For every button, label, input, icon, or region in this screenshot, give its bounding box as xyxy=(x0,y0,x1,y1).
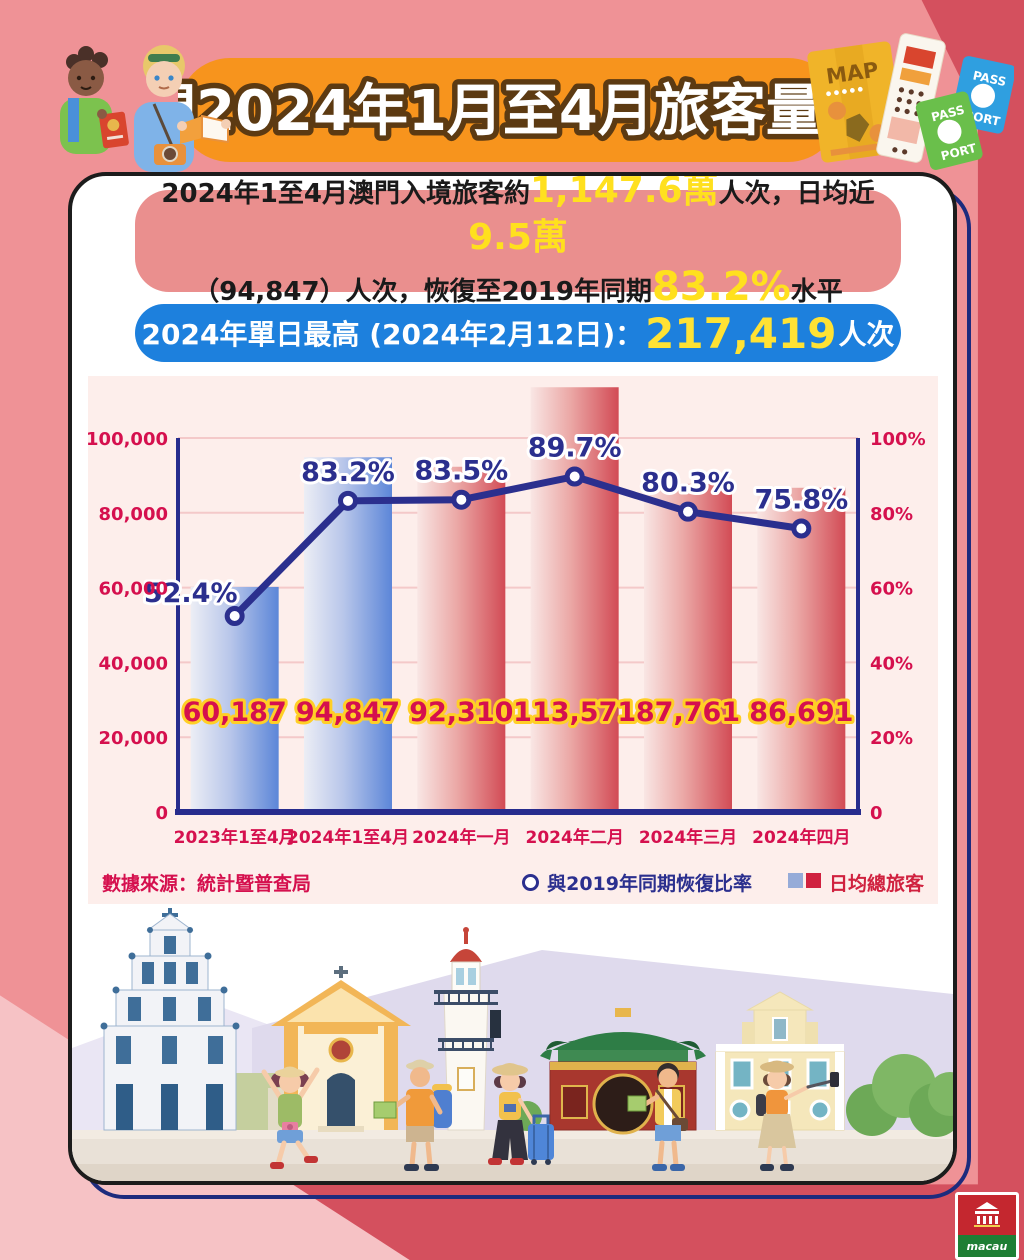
y-left-tick: 100,000 xyxy=(88,429,168,450)
passport-green-icon: PASS PORT xyxy=(915,91,983,170)
x-category-label: 2024年1至4月 xyxy=(287,827,409,848)
record-banner: 2024年單日最高 (2024年2月12日)： 217,419 人次 xyxy=(135,304,901,362)
summary-highlight-daily: 9.5萬 xyxy=(468,216,568,258)
summary-highlight-total: 1,147.6萬 xyxy=(529,172,719,211)
y-left-tick: 60,000 xyxy=(99,579,168,600)
record-suffix: 人次 xyxy=(838,318,895,351)
pct-label: 80.3% xyxy=(641,468,735,499)
bar-red xyxy=(757,487,846,812)
tourist-selfie-woman xyxy=(756,1060,839,1171)
st-pauls-ruins xyxy=(100,908,240,1131)
bar-value-label: 113,571 xyxy=(513,697,636,728)
data-source: 數據來源：統計暨普查局 xyxy=(102,872,312,895)
svg-text:PASS: PASS xyxy=(972,68,1008,89)
trend-point xyxy=(224,606,245,627)
guia-lighthouse xyxy=(434,927,501,1131)
poster-card: 2024年1至4月澳門入境旅客約1,147.6萬人次，日均近 9.5萬 （94,8… xyxy=(68,172,957,1185)
tourist-jumping-girl xyxy=(261,1066,320,1169)
logo-facade-icon xyxy=(958,1195,1016,1235)
chart-legend: 與2019年同期恢復比率 日均總旅客 xyxy=(522,869,924,896)
title-banner: 澳門2024年1月至4月旅客量理想 xyxy=(178,58,840,162)
summary-text: 水平 xyxy=(790,276,843,307)
red-bar-swatch-icon xyxy=(805,873,821,888)
tourist-with-map xyxy=(134,45,231,172)
legend-recovery-rate: 與2019年同期恢復比率 xyxy=(522,869,752,896)
macau-landmarks-illustration xyxy=(72,908,953,1181)
x-category-label: 2024年一月 xyxy=(412,827,510,848)
pct-label: 75.8% xyxy=(754,485,848,516)
pct-label: 52.4% xyxy=(144,578,238,609)
summary-text: （94,847）人次，恢復至2019年同期 xyxy=(193,276,652,307)
bar-red xyxy=(417,466,506,812)
tourist-suitcase-woman xyxy=(488,1063,554,1165)
ticket-icon xyxy=(876,33,946,163)
tourist-with-passport xyxy=(60,46,129,154)
summary-text: 2024年1至4月澳門入境旅客約 xyxy=(161,178,530,209)
tourist-backpacker-man xyxy=(373,1059,452,1171)
visitors-chart: 52.4% 83.2% 83.5% 89.7% 80.3% 75.8% 60,187 94,8… xyxy=(88,387,926,848)
y-right-tick: 80% xyxy=(870,504,913,525)
trend-point xyxy=(338,490,358,511)
bushes xyxy=(512,1054,953,1137)
legend-recovery-label: 與2019年同期恢復比率 xyxy=(547,872,752,895)
record-value: 217,419 xyxy=(645,308,837,358)
bar-red xyxy=(530,387,619,812)
macau-daily-logo: macau xyxy=(955,1192,1019,1260)
line-marker-icon xyxy=(522,873,540,891)
y-right-tick: 40% xyxy=(870,653,913,674)
y-left-tick: 20,000 xyxy=(99,728,168,749)
y-left-tick: 0 xyxy=(155,803,168,824)
chart-panel: 52.4% 83.2% 83.5% 89.7% 80.3% 75.8% 60,187 94,8… xyxy=(88,376,938,904)
bar-swatch-icons xyxy=(787,871,821,893)
y-right-tick: 20% xyxy=(870,728,913,749)
summary-text: 人次，日均近 xyxy=(718,178,875,209)
y-left-tick: 40,000 xyxy=(99,653,168,674)
bar-value-label: 94,847 xyxy=(296,697,400,728)
blue-bar-swatch-icon xyxy=(787,873,803,888)
bar-value-label: 92,310 xyxy=(409,697,513,728)
x-category-label: 2024年四月 xyxy=(752,827,850,848)
y-right-tick: 0 xyxy=(870,803,883,824)
summary-box: 2024年1至4月澳門入境旅客約1,147.6萬人次，日均近9.5萬 （94,8… xyxy=(135,176,901,309)
summary-highlight-recovery: 83.2% xyxy=(651,263,791,310)
x-category-label: 2024年三月 xyxy=(639,827,737,848)
x-category-label: 2023年1至4月 xyxy=(174,827,296,848)
trend-point xyxy=(564,466,585,487)
tourists xyxy=(261,1059,839,1171)
bar-red xyxy=(644,483,732,812)
bar-value-label: 86,691 xyxy=(749,697,853,728)
y-left-tick: 80,000 xyxy=(99,504,168,525)
tourist-map-man xyxy=(627,1063,688,1171)
logo-wordmark: macau xyxy=(958,1235,1016,1257)
trend-point xyxy=(451,489,472,510)
trend-point xyxy=(791,518,812,539)
page-title: 澳門2024年1月至4月旅客量理想 xyxy=(178,79,840,144)
y-right-tick: 60% xyxy=(870,579,913,600)
trend-point xyxy=(678,501,698,522)
legend-daily-label: 日均總旅客 xyxy=(828,872,924,895)
legend-daily-visitors: 日均總旅客 xyxy=(787,869,924,896)
x-category-label: 2024年二月 xyxy=(526,827,624,848)
pct-label: 83.5% xyxy=(414,456,508,487)
tourists-header-illustration xyxy=(60,45,231,172)
bar-blue xyxy=(304,457,392,812)
record-prefix: 2024年單日最高 (2024年2月12日)： xyxy=(141,318,644,351)
chart-footer-row: 數據來源：統計暨普查局 與2019年同期恢復比率 日均總旅客 xyxy=(102,868,924,896)
travel-docs-illustration: MAP PASS PORT PASS PORT xyxy=(807,33,1014,170)
bar-value-label: 87,761 xyxy=(636,697,740,728)
pct-label: 89.7% xyxy=(528,433,622,464)
pct-label: 83.2% xyxy=(301,457,395,488)
y-right-tick: 100% xyxy=(870,429,926,450)
summary-line-2: （94,847）人次，恢復至2019年同期83.2%水平 xyxy=(135,265,901,314)
trend-line xyxy=(231,473,805,620)
summary-line-1: 2024年1至4月澳門入境旅客約1,147.6萬人次，日均近 9.5萬 xyxy=(135,172,901,263)
bar-value-label: 60,187 xyxy=(183,697,287,728)
